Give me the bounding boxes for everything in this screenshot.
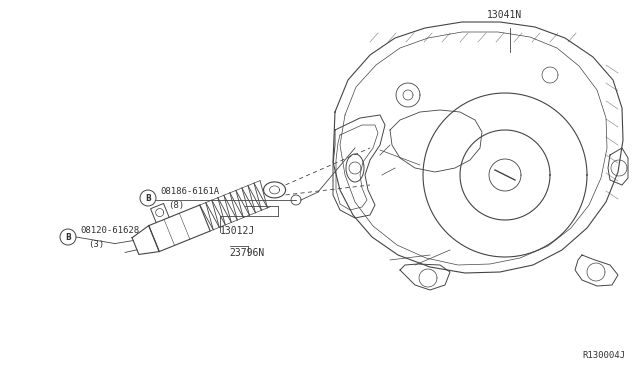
Text: 13012J: 13012J	[220, 226, 255, 236]
Text: R130004J: R130004J	[582, 351, 625, 360]
Text: B: B	[145, 193, 151, 202]
Text: 23796N: 23796N	[230, 248, 265, 258]
Text: 08186-6161A: 08186-6161A	[160, 187, 219, 196]
Text: 08120-61628: 08120-61628	[80, 226, 139, 235]
Text: 13041N: 13041N	[487, 10, 522, 20]
Text: B: B	[65, 232, 71, 241]
Text: (8): (8)	[168, 201, 184, 210]
Text: (3): (3)	[88, 240, 104, 249]
